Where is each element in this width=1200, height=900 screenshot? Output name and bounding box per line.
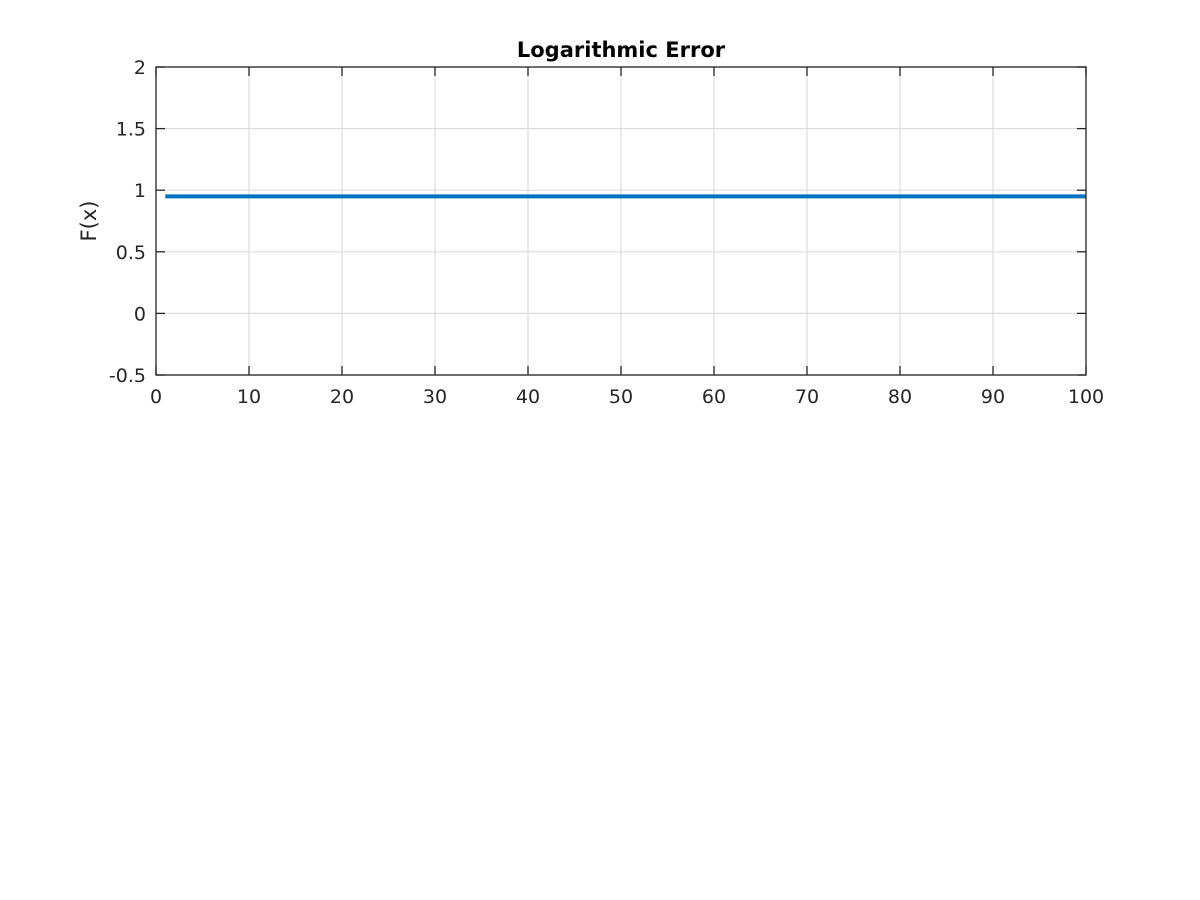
x-tick-label: 90 <box>981 386 1005 408</box>
y-tick-label: 1.5 <box>116 119 146 141</box>
y-tick-label: 1 <box>134 180 146 202</box>
x-tick-label: 80 <box>888 386 912 408</box>
y-tick-label: -0.5 <box>109 365 146 387</box>
x-tick-labels: 0 10 20 30 40 50 60 70 80 90 100 <box>150 386 1104 408</box>
y-tick-label: 2 <box>134 57 146 79</box>
x-tick-label: 50 <box>609 386 633 408</box>
y-axis-label: F(x) <box>77 201 101 242</box>
tick-marks <box>155 66 1087 376</box>
x-tick-label: 60 <box>702 386 726 408</box>
x-tick-label: 40 <box>516 386 540 408</box>
x-tick-label: 10 <box>237 386 261 408</box>
x-tick-label: 20 <box>330 386 354 408</box>
y-tick-labels: -0.5 0 0.5 1 1.5 2 <box>109 57 146 387</box>
y-tick-label: 0 <box>134 303 146 325</box>
y-tick-label: 0.5 <box>116 242 146 264</box>
x-tick-label: 30 <box>423 386 447 408</box>
chart-title: Logarithmic Error <box>517 38 726 62</box>
x-tick-label: 0 <box>150 386 162 408</box>
x-tick-label: 70 <box>795 386 819 408</box>
x-tick-label: 100 <box>1068 386 1104 408</box>
